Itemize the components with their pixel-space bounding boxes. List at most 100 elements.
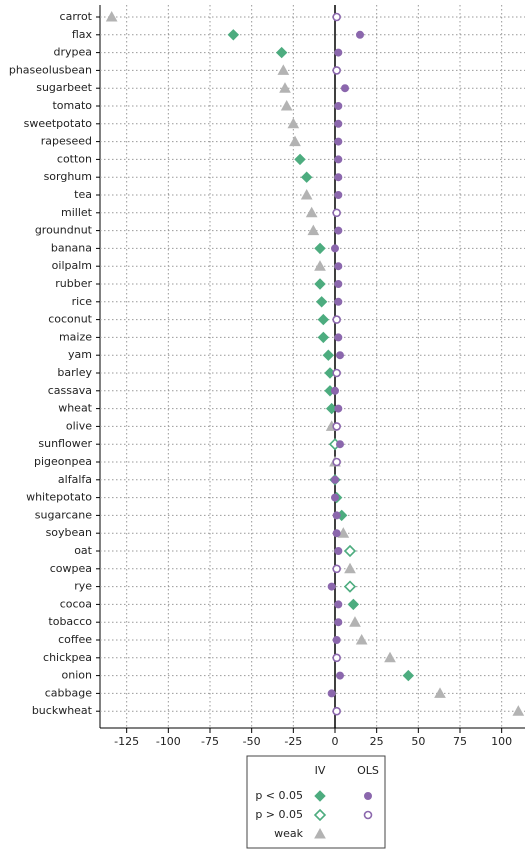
iv-point (307, 224, 320, 236)
x-tick-label: -100 (156, 735, 181, 748)
legend-box (246, 755, 386, 849)
iv-point (343, 580, 357, 593)
ols-point (332, 12, 341, 22)
legend-header: IV (315, 764, 326, 777)
ols-point (332, 457, 341, 467)
ols-point (332, 208, 341, 218)
ols-point (331, 475, 339, 484)
y-tick-label: millet (61, 206, 93, 219)
y-tick-label: cassava (48, 384, 92, 397)
iv-point (289, 135, 301, 147)
x-tick-label: 75 (453, 735, 467, 748)
iv-point (280, 99, 293, 111)
ols-point (332, 511, 341, 520)
iv-point (275, 46, 288, 59)
ols-point (334, 48, 343, 57)
y-tick-label: wheat (58, 402, 92, 415)
x-tick-label: 25 (370, 735, 384, 748)
ols-point (334, 618, 343, 627)
x-tick-label: -125 (114, 735, 139, 748)
y-tick-label: onion (62, 669, 92, 682)
y-tick-label: rapeseed (41, 135, 92, 148)
y-tick-label: tomato (52, 99, 92, 112)
ols-point (334, 404, 343, 413)
y-tick-label: groundnut (35, 224, 93, 237)
y-tick-label: sweetpotato (24, 117, 93, 130)
y-tick-label: buckwheat (32, 704, 93, 717)
ols-point (332, 315, 341, 324)
ols-point (332, 66, 341, 75)
iv-point (317, 313, 330, 326)
iv-point (227, 29, 240, 41)
iv-point (434, 687, 446, 698)
ols-point (334, 102, 343, 110)
ols-point (334, 280, 343, 288)
y-tick-label: coconut (48, 313, 92, 326)
ols-point (332, 636, 341, 644)
ols-point (332, 653, 341, 663)
y-tick-label: tea (74, 188, 92, 201)
iv-point (384, 651, 396, 663)
y-tick-label: barley (57, 366, 92, 379)
x-tick-label: -25 (284, 735, 302, 748)
iv-point (105, 10, 118, 22)
y-tick-label: phaseolusbean (9, 63, 92, 76)
ols-point (336, 440, 344, 449)
legend-label: p > 0.05 (255, 808, 303, 821)
legend-marker (364, 792, 372, 800)
y-tick-label: cotton (57, 152, 92, 165)
ols-point (334, 137, 343, 146)
ols-point (336, 351, 344, 360)
y-tick-label: cocoa (60, 597, 92, 610)
iv-point (287, 117, 300, 129)
iv-point (337, 527, 350, 538)
y-tick-label: sugarcane (35, 508, 92, 521)
y-tick-label: cabbage (45, 686, 92, 699)
x-tick-label: -50 (243, 735, 261, 748)
x-tick-label: 0 (332, 735, 339, 748)
x-tick-label: -75 (201, 735, 219, 748)
iv-point (343, 544, 357, 558)
legend-label: weak (274, 827, 304, 840)
iv-point (347, 598, 360, 611)
y-tick-label: sorghum (44, 170, 92, 183)
y-tick-label: rice (72, 295, 93, 308)
y-tick-label: banana (51, 241, 92, 254)
ols-point (332, 564, 341, 574)
ols-point (331, 493, 339, 502)
iv-point (300, 171, 313, 183)
y-tick-label: yam (68, 348, 92, 361)
ols-point (336, 671, 344, 680)
y-tick-label: alfalfa (58, 473, 92, 486)
iv-point (344, 562, 356, 574)
y-tick-label: whitepotato (26, 491, 92, 504)
y-tick-label: flax (72, 28, 93, 41)
ols-point (332, 368, 341, 378)
legend-label: p < 0.05 (255, 789, 303, 802)
ols-point (356, 30, 364, 39)
y-tick-label: maize (59, 330, 92, 343)
y-tick-label: drypea (53, 46, 92, 59)
ols-point (334, 226, 343, 235)
ols-point (332, 529, 341, 538)
y-tick-label: soybean (46, 526, 92, 539)
ols-point (334, 547, 343, 555)
ols-point (334, 155, 343, 164)
y-tick-label: oat (74, 544, 92, 557)
iv-point (314, 242, 326, 255)
ols-point (334, 262, 343, 271)
y-tick-label: tobacco (48, 615, 92, 628)
ols-point (332, 422, 341, 431)
iv-point (294, 153, 306, 166)
iv-point (322, 349, 335, 361)
y-tick-label: rye (74, 580, 92, 593)
iv-point (355, 633, 368, 645)
iv-point (402, 669, 415, 682)
y-tick-label: carrot (60, 10, 93, 23)
ols-point (341, 84, 349, 93)
y-tick-label: cowpea (50, 562, 92, 575)
x-tick-label: 50 (411, 735, 425, 748)
ols-point (334, 191, 343, 199)
ols-point (327, 582, 336, 591)
ols-point (332, 706, 341, 716)
